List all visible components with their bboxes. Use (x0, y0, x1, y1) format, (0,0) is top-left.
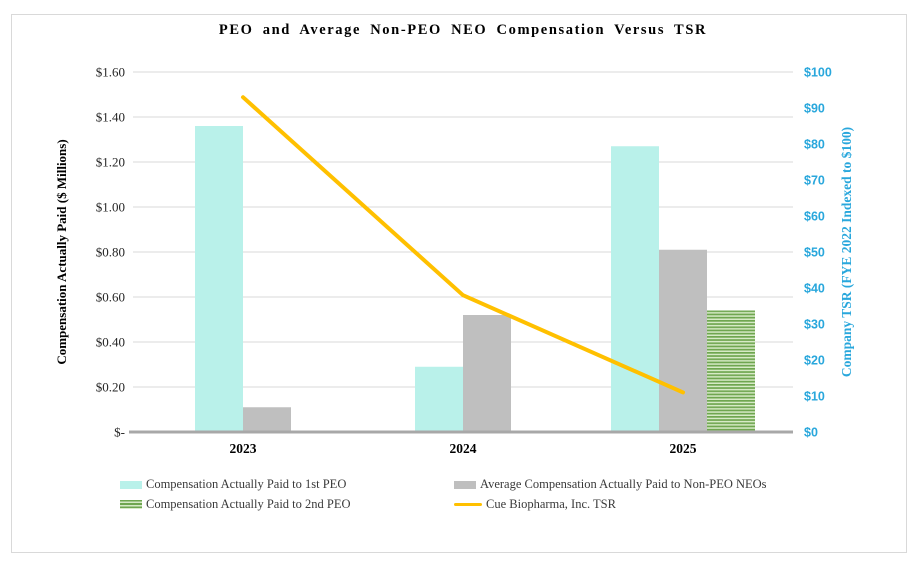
legend-swatch-bar (454, 480, 476, 489)
left-axis-tick-label: $0.80 (96, 245, 125, 260)
left-axis-tick-label: $1.40 (96, 110, 125, 125)
right-axis-tick-label: $10 (804, 390, 825, 404)
figure-border (11, 14, 907, 553)
tsr-line (241, 95, 685, 395)
legend-item: Cue Biopharma, Inc. TSR (454, 497, 810, 512)
x-axis-category-label: 2024 (450, 441, 477, 456)
legend-swatch-line (454, 502, 482, 507)
bar-2025 (707, 310, 755, 432)
right-axis-tick-label: $100 (804, 66, 832, 80)
x-axis-category-label: 2023 (230, 441, 257, 456)
left-axis-tick-label: $1.60 (96, 65, 125, 80)
legend-item: Compensation Actually Paid to 2nd PEO (120, 497, 454, 512)
bar-2024 (415, 366, 463, 432)
left-axis-tick-label: $1.20 (96, 155, 125, 170)
chart-title: PEO and Average Non-PEO NEO Compensation… (218, 22, 708, 38)
right-axis-tick-label: $90 (804, 102, 825, 116)
legend-swatch-bar (120, 480, 142, 489)
bar-2025 (659, 249, 707, 432)
right-axis-tick-label: $70 (804, 174, 825, 188)
left-axis-tick-label: $0.40 (96, 335, 125, 350)
legend-label: Compensation Actually Paid to 2nd PEO (146, 497, 351, 511)
right-axis-tick-label: $40 (804, 282, 825, 296)
right-axis-tick-label: $20 (804, 354, 825, 368)
legend-label: Cue Biopharma, Inc. TSR (486, 497, 616, 511)
legend-swatch-bar (120, 500, 142, 509)
right-axis-tick-label: $0 (804, 426, 818, 440)
right-axis-tick-label: $50 (804, 246, 825, 260)
bar-2023 (243, 407, 291, 432)
x-axis-category-label: 2025 (670, 441, 697, 456)
bar-2025 (611, 146, 659, 432)
legend-label: Compensation Actually Paid to 1st PEO (146, 477, 347, 491)
bar-2024 (463, 315, 511, 432)
right-axis-tick-label: $80 (804, 138, 825, 152)
left-axis-tick-label: $- (114, 425, 125, 440)
right-axis-tick-label: $30 (804, 318, 825, 332)
legend-item: Average Compensation Actually Paid to No… (454, 477, 810, 492)
left-axis-tick-label: $1.00 (96, 200, 125, 215)
left-axis-tick-label: $0.20 (96, 380, 125, 395)
chart-legend: Compensation Actually Paid to 1st PEO Ave… (120, 477, 810, 512)
legend-item: Compensation Actually Paid to 1st PEO (120, 477, 454, 492)
right-axis-tick-label: $60 (804, 210, 825, 224)
legend-label: Average Compensation Actually Paid to No… (480, 477, 767, 491)
bar-2023 (195, 126, 243, 432)
left-axis-tick-label: $0.60 (96, 290, 125, 305)
